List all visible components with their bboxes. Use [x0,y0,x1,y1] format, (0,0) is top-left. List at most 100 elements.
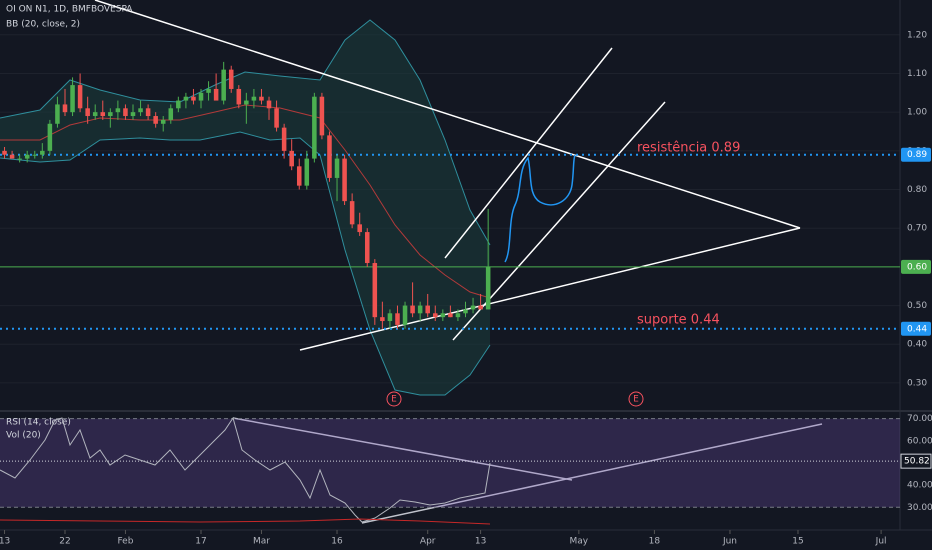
candle-body [304,158,310,186]
y-tick-label: 30.00 [907,503,932,513]
y-tick-label: 40.00 [907,481,932,491]
candle-body [70,85,75,113]
candle-body [198,92,204,101]
candle-body [463,309,468,314]
rsi-line [0,416,491,523]
candle-body [312,96,317,159]
price-label: 0.44 [907,324,927,334]
candle-body [485,266,491,310]
event-marker[interactable] [628,391,644,407]
x-tick-label: 18 [649,537,661,547]
bb-upper [0,19,491,246]
candle-body [244,100,249,105]
candle-body [432,313,438,318]
candle-body [32,154,38,156]
y-tick-label: 70.00 [907,414,932,424]
candle-body [289,150,294,167]
candle-body [55,104,60,124]
event-marker[interactable] [386,391,402,407]
candle-body [138,108,143,113]
candle-body [62,104,68,113]
x-tick-label: Feb [117,537,133,547]
candle-body [153,116,158,124]
indicator-label: BB (20, close, 2) [6,20,80,30]
price-label-box [901,321,931,336]
candle-body [123,108,128,117]
candle-body [372,263,378,318]
volume-ma [0,518,491,525]
candle-body [228,69,234,89]
candle-body [168,108,174,120]
indicator-label: RSI (14, close) [6,418,71,428]
candle-body [176,100,181,109]
candle-body [296,166,302,186]
indicator-label: Vol (20) [6,431,41,441]
candle-body [364,232,370,264]
bb-fill [0,20,490,395]
candle-body [85,108,90,117]
candle-body [281,127,287,151]
y-tick-label: 0.50 [907,301,927,311]
y-tick-label: 0.80 [907,185,927,195]
y-tick-label: 1.10 [907,69,927,79]
y-tick-label: 0.30 [907,378,927,388]
projection-curve [504,154,576,263]
candle-body [448,313,453,318]
rsi-current-box [900,453,932,469]
event-label[interactable]: E [391,395,397,405]
candle-body [259,96,264,101]
candle-body [251,96,257,101]
candle-body [206,88,211,93]
price-label: 0.60 [907,262,927,272]
y-tick-label: 0.40 [907,340,927,350]
event-label[interactable]: E [633,395,639,405]
candle-body [395,313,400,325]
candle-body [402,305,408,325]
candle-body [160,119,166,124]
annotation: suporte 0.44 [637,313,720,328]
trend-line [94,0,801,229]
x-tick-label: 13 [0,537,10,547]
candle-body [387,313,393,322]
candle-body [77,85,83,109]
candle-body [183,96,189,101]
x-tick-label: May [570,537,589,547]
candle-body [349,201,355,225]
candle-body [108,112,113,117]
x-tick-label: 17 [195,537,206,547]
channel-line [444,47,613,259]
candle-body [357,224,362,233]
price-label-box [901,147,931,162]
candle-body [440,313,446,318]
x-tick-label: Jul [875,537,887,547]
x-tick-label: 16 [331,537,343,547]
symbol-title: OI ON N1, 1D, BMFBOVESPA [6,5,133,15]
candle-body [221,69,226,101]
x-tick-label: Jun [722,537,737,547]
candle-body [115,108,121,113]
candle-body [478,305,483,310]
x-tick-label: Apr [420,537,436,547]
y-tick-label: 1.20 [907,30,927,40]
candle-body [417,305,423,314]
trend-line [299,227,801,351]
candle-body [470,305,476,310]
candle-body [342,158,347,202]
candle-body [191,96,196,101]
y-tick-label: 1.00 [907,108,927,118]
candle-body [17,158,22,160]
candle-body [92,112,98,117]
candle-body [327,135,332,178]
candle-body [40,150,45,155]
candle-body [100,112,106,117]
price-label-box [901,259,931,274]
annotation: resistência 0.89 [637,141,740,156]
x-tick-label: 13 [475,537,486,547]
candle-body [410,305,415,314]
candle-body [213,88,219,101]
candle-body [145,108,151,117]
candle-body [47,123,53,151]
candle-body [2,150,7,155]
